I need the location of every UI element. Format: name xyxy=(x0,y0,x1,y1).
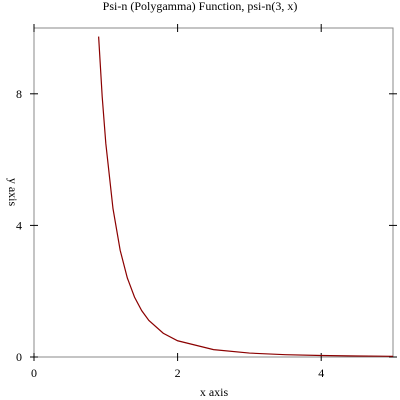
y-axis-label: y axis xyxy=(6,178,20,207)
y-tick-label: 0 xyxy=(16,350,22,364)
x-tick-label: 2 xyxy=(175,366,181,380)
plot-frame xyxy=(33,27,394,358)
y-tick-label: 8 xyxy=(16,87,22,101)
x-tick-label: 0 xyxy=(31,366,37,380)
y-tick-label: 4 xyxy=(16,218,22,232)
x-axis-label: x axis xyxy=(200,385,229,399)
chart-title: Psi-n (Polygamma) Function, psi-n(3, x) xyxy=(103,0,298,13)
x-tick-label: 4 xyxy=(318,366,324,380)
data-line xyxy=(98,36,394,357)
